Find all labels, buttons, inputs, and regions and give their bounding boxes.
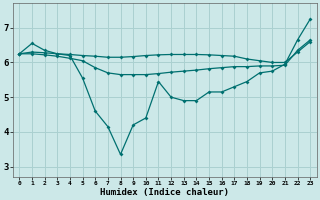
X-axis label: Humidex (Indice chaleur): Humidex (Indice chaleur) [100, 188, 229, 197]
